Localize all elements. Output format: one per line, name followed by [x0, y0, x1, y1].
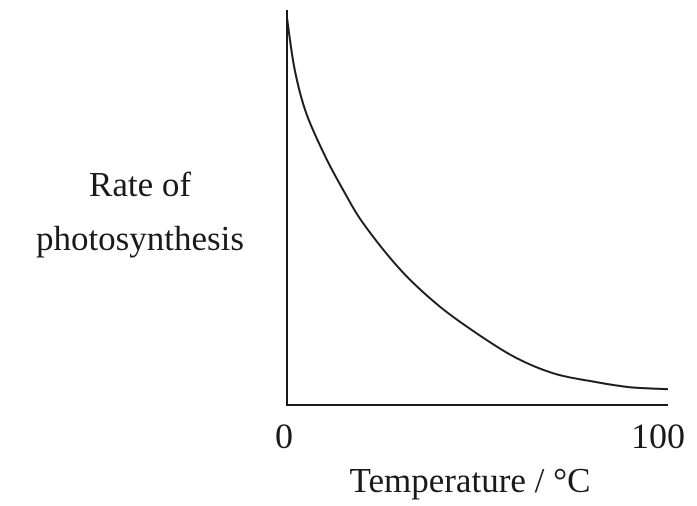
x-axis-label: Temperature / °C: [350, 461, 591, 500]
y-axis-label-line-1: Rate of: [89, 165, 191, 204]
rate-curve: [286, 17, 669, 391]
y-axis-label-line-2: photosynthesis: [36, 219, 244, 258]
x-tick-label-0: 0: [275, 416, 293, 456]
x-tick-label-100: 100: [631, 416, 685, 456]
